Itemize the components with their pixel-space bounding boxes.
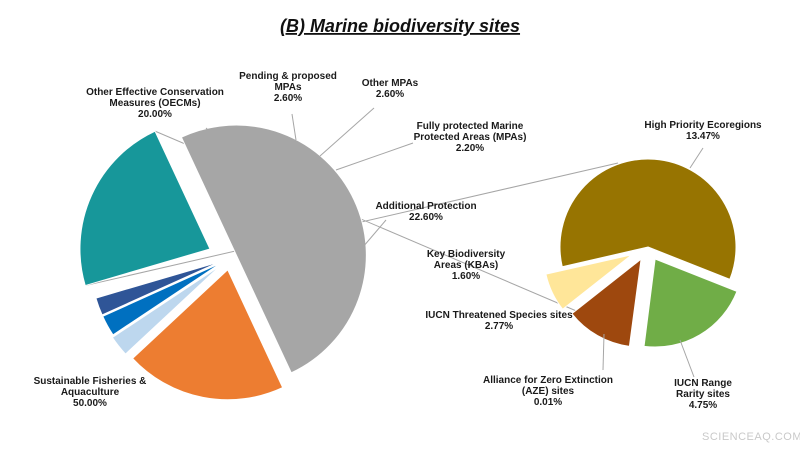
main-slice-other-mpas (102, 262, 222, 336)
secondary-slice-alliance-for-zero-extinction (634, 258, 647, 347)
main-label-pending-proposed: Pending & proposed MPAs 2.60% (239, 71, 337, 104)
secondary-label-key-biodiversity: Key Biodiversity Areas (KBAs) 1.60% (427, 249, 506, 282)
secondary-slice-iucn-threatened-species-sites (571, 258, 642, 347)
secondary-slice-high-priority-ecoregions (559, 158, 737, 280)
leader-pending-proposed (291, 113, 297, 141)
leader-lines (205, 107, 704, 378)
slice-labels: Sustainable Fisheries & Aquaculture 50.00%… (34, 71, 762, 411)
leader-high-priority-ecoregions (689, 147, 704, 169)
secondary-label-iucn-range: IUCN Range Rarity sites 4.75% (674, 378, 732, 411)
main-label-additional-protection: Additional Protection 22.60% (375, 201, 476, 223)
main-label-other-effective-conservation: Other Effective Conservation Measures (OE… (86, 87, 224, 120)
chart-title: (B) Marine biodiversity sites (280, 16, 520, 36)
main-label-fully-protected-marine: Fully protected Marine Protected Areas (M… (414, 121, 527, 154)
watermark: SCIENCEAQ.COM (702, 431, 800, 443)
main-label-other-mpas: Other MPAs 2.60% (362, 78, 419, 100)
main-slice-other-effective-conservation (131, 268, 284, 401)
main-slice-pending-proposed (111, 265, 221, 355)
leader-fully-protected-marine (335, 142, 414, 171)
secondary-label-high-priority-ecoregions: High Priority Ecoregions 13.47% (644, 120, 762, 142)
main-pie (79, 124, 367, 401)
main-slice-additional-protection (79, 130, 211, 287)
secondary-label-iucn-threatened-species-sites: IUCN Threatened Species sites 2.77% (425, 310, 573, 332)
main-slice-fully-protected-marine (95, 260, 221, 316)
secondary-pie (545, 158, 738, 348)
leader-alliance-for-zero-extinction (602, 333, 605, 371)
leader-iucn-range (679, 339, 695, 378)
main-label-sustainable-fisheries: Sustainable Fisheries & Aquaculture 50.00% (34, 376, 147, 409)
secondary-label-alliance-for-zero-extinction: Alliance for Zero Extinction (AZE) sites 0… (483, 375, 613, 408)
leader-other-effective-conservation (205, 127, 227, 149)
secondary-slice-iucn-range (643, 258, 738, 348)
leader-other-mpas (319, 107, 375, 157)
main-slice-sustainable-fisheries (180, 124, 367, 374)
leader-additional-protection (356, 219, 387, 255)
secondary-slice-key-biodiversity (545, 254, 633, 310)
